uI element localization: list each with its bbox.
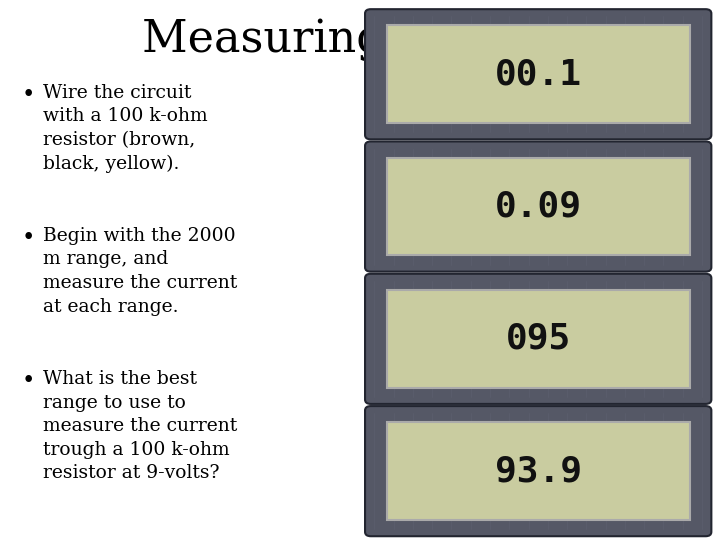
Text: Measuring Current: Measuring Current bbox=[143, 19, 577, 62]
FancyBboxPatch shape bbox=[387, 290, 690, 388]
FancyBboxPatch shape bbox=[365, 9, 711, 139]
Text: Wire the circuit
with a 100 k-ohm
resistor (brown,
black, yellow).: Wire the circuit with a 100 k-ohm resist… bbox=[43, 84, 208, 173]
Text: •: • bbox=[22, 84, 35, 106]
FancyBboxPatch shape bbox=[365, 406, 711, 536]
FancyBboxPatch shape bbox=[387, 25, 690, 123]
FancyBboxPatch shape bbox=[365, 274, 711, 404]
Text: •: • bbox=[22, 370, 35, 392]
FancyBboxPatch shape bbox=[387, 158, 690, 255]
FancyBboxPatch shape bbox=[387, 422, 690, 520]
Text: 00.1: 00.1 bbox=[495, 57, 582, 91]
Text: 095: 095 bbox=[505, 322, 571, 356]
Text: Begin with the 2000
m range, and
measure the current
at each range.: Begin with the 2000 m range, and measure… bbox=[43, 227, 238, 315]
Text: •: • bbox=[22, 227, 35, 249]
Text: 0.09: 0.09 bbox=[495, 190, 582, 224]
FancyBboxPatch shape bbox=[365, 141, 711, 272]
Text: What is the best
range to use to
measure the current
trough a 100 k-ohm
resistor: What is the best range to use to measure… bbox=[43, 370, 238, 482]
Text: 93.9: 93.9 bbox=[495, 454, 582, 488]
